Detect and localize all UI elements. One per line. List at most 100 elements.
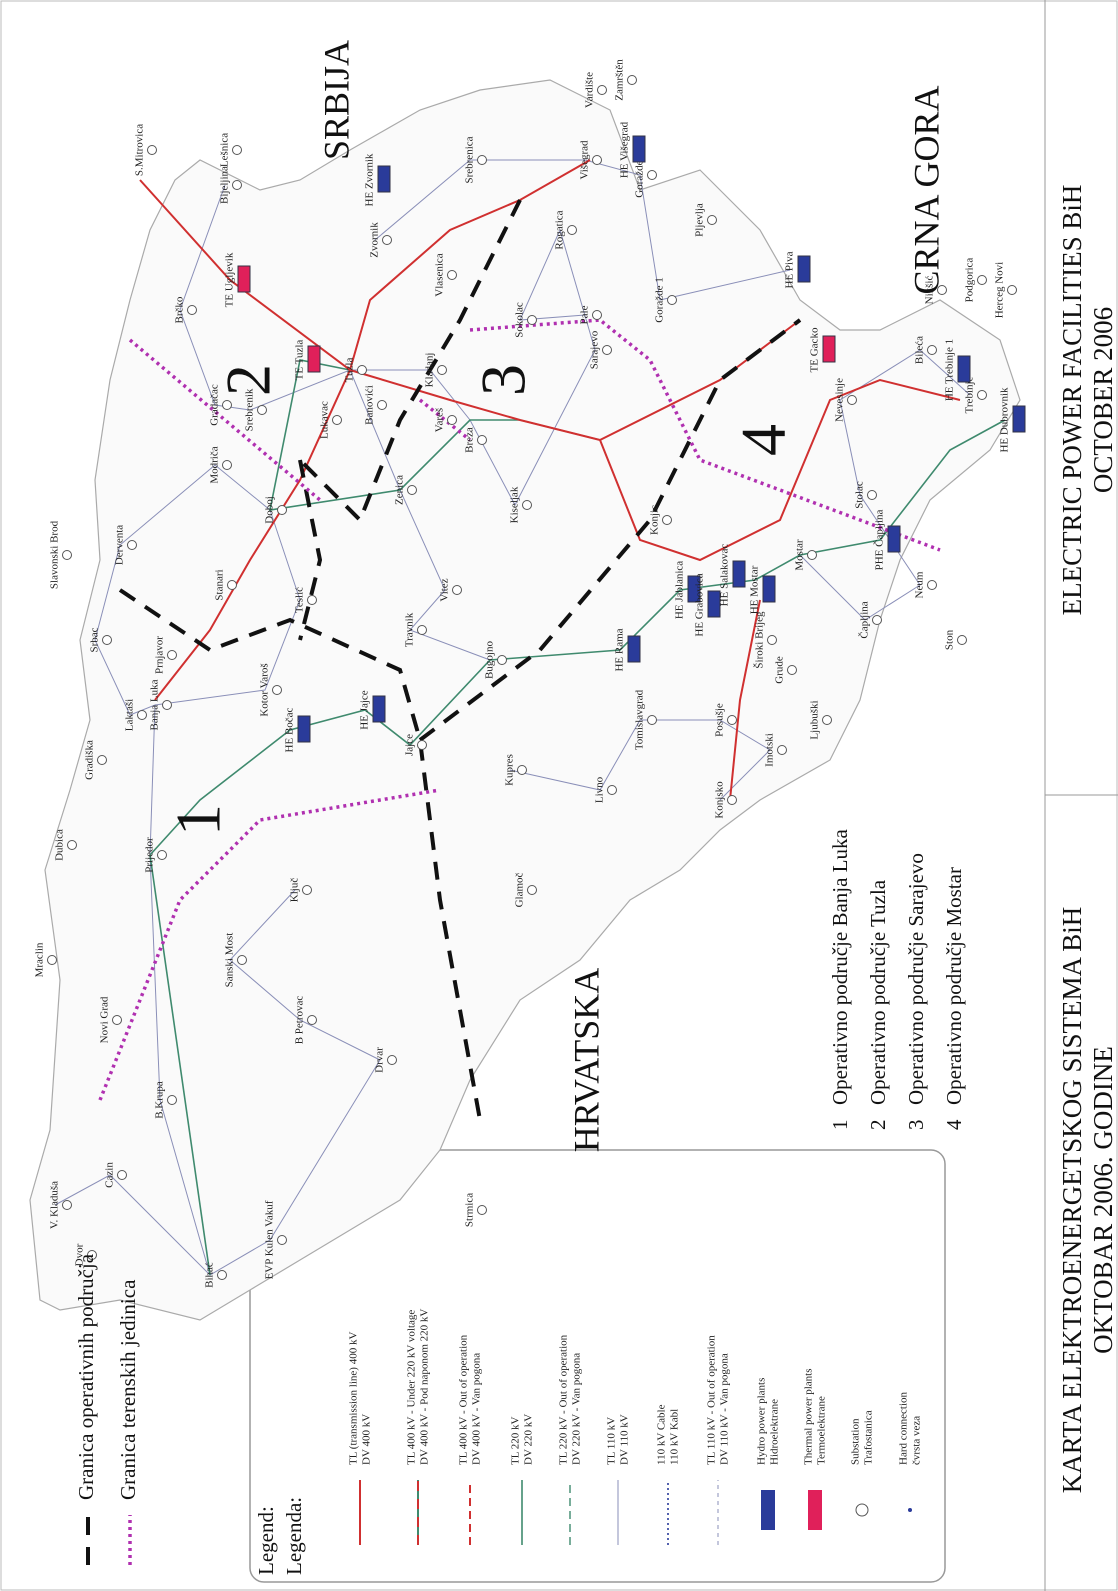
place-name: PHE Čapljina [874,509,886,570]
hydro-plant [687,575,701,603]
substation [477,1205,487,1215]
place-name: HE Salakovac [719,544,731,607]
substation [227,580,237,590]
place-name: V. Kladuša [49,1181,61,1229]
substation [62,550,72,560]
substation [777,745,787,755]
substation [127,540,137,550]
place-name: Ključ [289,878,301,903]
hydro-plant [372,695,386,723]
place-name: Novi Grad [99,996,111,1043]
substation [977,390,987,400]
place-name: Vitez [439,578,451,601]
legend-item-local: DV 220 kV - Van pogona [571,1353,583,1465]
title-local-date: OKTOBAR 2006. GODINE [1088,1046,1118,1354]
substation [332,415,342,425]
area-number: 2 [213,364,284,396]
substation [977,275,987,285]
place-name: Strmica [464,1193,476,1227]
legend-item-local: DV 110 kV [619,1414,631,1465]
place-name: Prnjavor [154,636,166,674]
place-name: Bihać [204,1262,216,1288]
place-name: Jajce [404,734,416,756]
area-list-number: 4 [942,1119,966,1130]
substation [527,885,537,895]
substation [357,365,367,375]
substation [597,85,607,95]
legend-item-local: čvrsta veza [911,1416,923,1465]
substation [872,615,882,625]
place-name: HE Jajce [359,690,371,730]
place-name: Mostar [794,539,806,571]
substation [102,635,112,645]
substation [497,655,507,665]
substation [187,305,197,315]
substation [627,75,637,85]
place-name: Pljevlja [694,203,706,237]
substation [807,550,817,560]
place-name: Slavonski Brod [49,520,61,589]
substation [447,270,457,280]
place-name: EVP Kulen Vakuf [264,1200,276,1279]
place-name: Livno [594,776,606,803]
place-name: Trebinje [964,376,976,413]
substation [167,650,177,660]
hydro-plant [707,590,721,618]
place-name: HE Grabovica [694,573,706,636]
place-name: Nikšić [924,276,936,305]
place-name: Posušje [714,703,726,737]
place-name: Pale [579,305,591,324]
place-name: TE Gacko [809,327,821,372]
area-number: 3 [468,364,539,396]
place-name: Široki Brijeg [754,611,766,669]
legend-item: TL (transmission line) 400 kV [348,1332,360,1465]
legend-item: Substation [850,1418,862,1465]
place-name: Zenica [394,475,406,505]
title-en: ELECTRIC POWER FACILITIES BiH [1057,185,1087,616]
place-name: Sarajevo [589,330,601,369]
field-unit-boundary [98,318,941,1101]
substation [602,345,612,355]
place-name: Goražde 2 [634,152,646,198]
substation [527,315,537,325]
place-name: Mraclin [34,942,46,977]
substation [937,285,947,295]
legend-item: Thermal power plants [803,1368,815,1465]
symbol-hard-connection [908,1508,912,1512]
legend-item: TL 220 kV [510,1416,522,1465]
place-name: Srebrenik [244,388,256,431]
place-name: Herceg Novi [994,262,1006,319]
hydro-plant [1012,405,1026,433]
place-name: Kiseljak [509,486,521,523]
area-list-name: Operativno područje Sarajevo [904,853,928,1105]
substation [787,665,797,675]
substation [307,1015,317,1025]
place-name: TE Tuzla [294,340,306,381]
substation [382,235,392,245]
substation [437,365,447,375]
place-name: Grude [774,656,786,684]
place-name: Laktaši [124,699,136,731]
substation [957,635,967,645]
place-name: Stanari [214,569,226,600]
substation [592,310,602,320]
substation [232,180,242,190]
substation [62,1200,72,1210]
place-name: Zvornik [369,222,381,258]
legend-item-local: DV 400 kV - Van pogona [471,1353,483,1465]
substation [667,295,677,305]
substation [1007,285,1017,295]
place-name: Brčko [174,296,186,323]
symbol-hydro [761,1490,775,1530]
place-name: Dubica [54,829,66,861]
region-name: CRNA GORA [906,85,946,294]
substation [257,405,267,415]
area-list-number: 2 [866,1120,890,1131]
place-name: Banovići [364,385,376,425]
place-name: Gradiška [84,740,96,780]
substation [47,955,57,965]
hydro-plant [887,525,901,553]
area-list-number: 1 [828,1120,852,1131]
